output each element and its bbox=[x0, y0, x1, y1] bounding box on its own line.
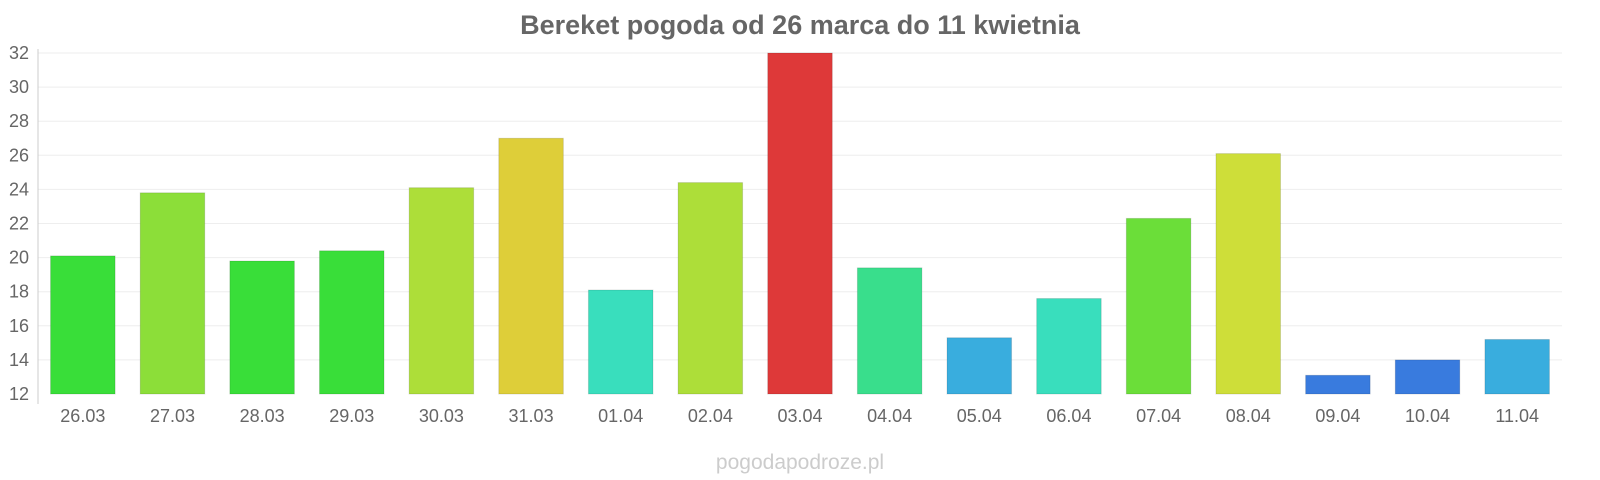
x-tick-label: 11.04 bbox=[1495, 406, 1539, 426]
x-tick-label: 02.04 bbox=[688, 406, 733, 426]
x-tick-label: 28.03 bbox=[240, 406, 285, 426]
bar bbox=[946, 337, 1013, 395]
x-tick-label: 01.04 bbox=[598, 406, 643, 426]
bar bbox=[1125, 217, 1192, 395]
x-tick-label: 09.04 bbox=[1315, 406, 1360, 426]
x-tick-label: 27.03 bbox=[150, 406, 195, 426]
bars bbox=[50, 52, 1550, 395]
y-tick-label: 30 bbox=[9, 77, 29, 97]
bar bbox=[1484, 338, 1550, 395]
y-tick-label: 26 bbox=[9, 145, 29, 165]
x-tick-label: 29.03 bbox=[329, 406, 374, 426]
bar bbox=[677, 182, 744, 395]
bar bbox=[50, 255, 116, 395]
bar bbox=[587, 289, 654, 395]
bar bbox=[318, 250, 385, 395]
bar bbox=[767, 52, 833, 395]
x-tick-label: 10.04 bbox=[1405, 406, 1450, 426]
y-tick-label: 20 bbox=[9, 248, 29, 268]
bar bbox=[229, 260, 295, 395]
bar bbox=[856, 267, 923, 395]
x-tick-label: 05.04 bbox=[957, 406, 1002, 426]
bar bbox=[1215, 153, 1282, 395]
bar bbox=[498, 137, 564, 395]
x-tick-label: 07.04 bbox=[1136, 406, 1181, 426]
x-tick-labels: 26.03 27.03 28.03 29.03 30.03 31.03 01.04 02.04… bbox=[60, 406, 1539, 426]
watermark: pogodapodroze.pl bbox=[715, 451, 885, 474]
x-tick-label: 08.04 bbox=[1226, 406, 1271, 426]
bar bbox=[1394, 359, 1461, 395]
bar bbox=[139, 192, 206, 395]
y-tick-labels: 12 14 16 18 20 22 24 26 28 30 32 bbox=[9, 43, 29, 404]
x-tick-label: 06.04 bbox=[1046, 406, 1091, 426]
y-tick-label: 28 bbox=[9, 111, 29, 131]
y-tick-label: 24 bbox=[9, 179, 29, 199]
x-tick-label: 03.04 bbox=[777, 406, 822, 426]
x-tick-label: 04.04 bbox=[867, 406, 912, 426]
y-tick-label: 12 bbox=[9, 384, 29, 404]
x-tick-label: 30.03 bbox=[419, 406, 464, 426]
y-tick-label: 14 bbox=[9, 350, 29, 370]
bar bbox=[1305, 374, 1371, 395]
chart-title: Bereket pogoda od 26 marca do 11 kwietni… bbox=[520, 10, 1080, 40]
y-tick-label: 18 bbox=[9, 282, 29, 302]
y-tick-label: 32 bbox=[9, 43, 29, 63]
bar bbox=[408, 187, 475, 395]
y-tick-label: 22 bbox=[9, 214, 29, 234]
x-tick-label: 31.03 bbox=[509, 406, 554, 426]
bar bbox=[1036, 298, 1102, 395]
x-tick-label: 26.03 bbox=[60, 406, 105, 426]
y-tick-label: 16 bbox=[9, 316, 29, 336]
